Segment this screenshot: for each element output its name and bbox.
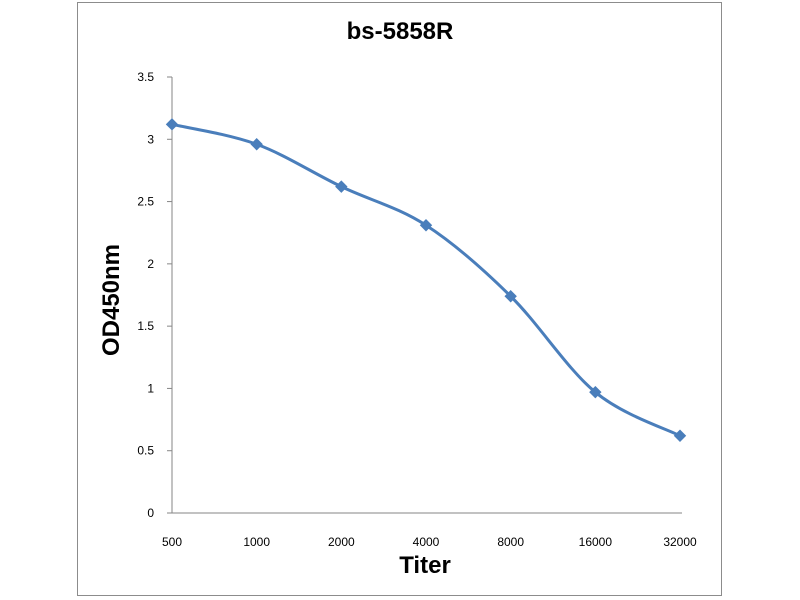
data-point bbox=[673, 429, 687, 442]
x-tick-label: 32000 bbox=[663, 535, 697, 549]
data-point bbox=[504, 290, 517, 303]
x-tick-label: 500 bbox=[162, 535, 182, 549]
chart-title: bs-5858R bbox=[346, 18, 454, 45]
data-point bbox=[419, 219, 433, 232]
data-point bbox=[335, 180, 348, 193]
y-tick-label: 0.5 bbox=[137, 444, 154, 458]
x-tick-label: 4000 bbox=[413, 535, 440, 549]
x-axis-label: Titer bbox=[399, 552, 451, 579]
x-tick-label: 16000 bbox=[579, 535, 613, 549]
x-tick-label: 8000 bbox=[497, 535, 524, 549]
data-point bbox=[165, 118, 179, 131]
data-point bbox=[250, 138, 263, 151]
x-tick-label: 1000 bbox=[243, 535, 270, 549]
data-point bbox=[589, 385, 602, 399]
y-tick-label: 2.5 bbox=[137, 195, 154, 209]
y-tick-label: 3.5 bbox=[137, 70, 154, 84]
y-tick-label: 1 bbox=[147, 381, 154, 395]
x-tick-label: 2000 bbox=[328, 535, 355, 549]
y-tick-label: 2 bbox=[147, 257, 154, 271]
y-tick-label: 3 bbox=[147, 132, 154, 146]
y-tick-label: 0 bbox=[147, 506, 154, 520]
chart-frame bbox=[77, 2, 722, 596]
series-line bbox=[171, 122, 681, 438]
y-tick-label: 1.5 bbox=[137, 319, 154, 333]
